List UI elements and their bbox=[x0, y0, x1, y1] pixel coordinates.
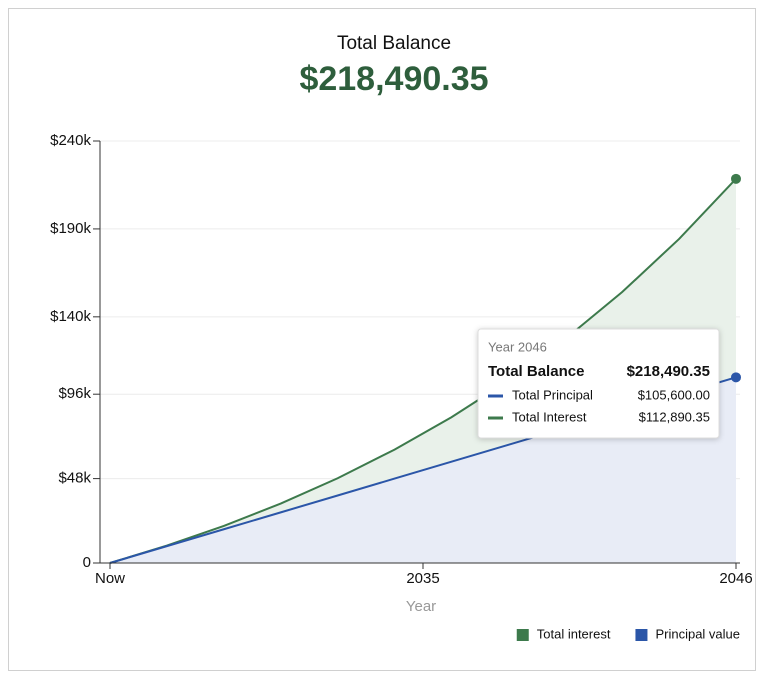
x-axis-label: Year bbox=[406, 598, 436, 615]
y-tick-label: $190k bbox=[50, 220, 91, 237]
tooltip-row-label: Total Principal bbox=[512, 387, 593, 402]
y-tick-label: 0 bbox=[83, 554, 91, 571]
header-amount: $218,490.35 bbox=[299, 60, 488, 98]
y-tick-label: $96k bbox=[58, 385, 91, 402]
header-title: Total Balance bbox=[337, 33, 451, 54]
line bbox=[109, 178, 737, 564]
tooltip-box bbox=[477, 328, 720, 439]
y-tick-label: $240k bbox=[50, 132, 91, 149]
legend-swatch bbox=[635, 629, 648, 641]
x-tick-label: 2046 bbox=[719, 570, 752, 587]
legend: Principal value Total interest bbox=[516, 626, 740, 641]
y-tick-label: $48k bbox=[58, 470, 91, 487]
end-point bbox=[731, 173, 741, 184]
tooltip: Year 2046 Total Balance $218,490.35 Tota… bbox=[477, 328, 720, 439]
tooltip-row-value: $105,600.00 bbox=[638, 387, 710, 402]
tooltip-row-label: Total Interest bbox=[512, 409, 587, 424]
y-tick-label: $140k bbox=[50, 308, 91, 325]
end-point bbox=[731, 372, 741, 383]
tooltip-total-value: $218,490.35 bbox=[627, 363, 710, 380]
legend-label: Principal value bbox=[655, 626, 740, 641]
tooltip-title: Year 2046 bbox=[488, 339, 547, 354]
tooltip-row-value: $112,890.35 bbox=[639, 409, 710, 424]
tooltip-total-label: Total Balance bbox=[488, 363, 584, 380]
x-tick-label: Now bbox=[95, 570, 125, 587]
x-tick-label: 2035 bbox=[406, 570, 439, 587]
legend-label: Total interest bbox=[537, 626, 611, 641]
legend-swatch bbox=[516, 629, 529, 641]
